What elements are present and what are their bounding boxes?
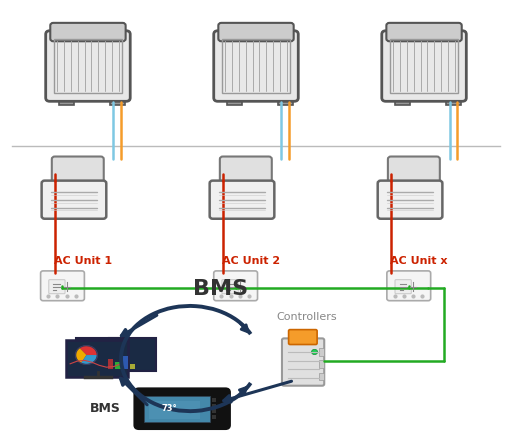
FancyBboxPatch shape [378,181,442,219]
FancyBboxPatch shape [446,97,461,105]
Bar [318,348,324,356]
Bar [122,356,127,370]
FancyBboxPatch shape [214,31,298,101]
Text: AC Unit 1: AC Unit 1 [54,255,112,265]
Text: BMS: BMS [90,402,121,415]
FancyBboxPatch shape [66,340,127,377]
FancyBboxPatch shape [278,97,293,105]
FancyBboxPatch shape [41,181,106,219]
FancyBboxPatch shape [289,329,317,344]
Bar [211,415,216,419]
FancyBboxPatch shape [220,157,272,192]
FancyBboxPatch shape [50,23,125,41]
FancyBboxPatch shape [49,280,65,294]
FancyBboxPatch shape [395,280,411,294]
FancyBboxPatch shape [388,157,440,192]
FancyBboxPatch shape [135,389,229,429]
Bar [211,398,216,402]
FancyBboxPatch shape [222,280,238,294]
Bar [109,359,114,370]
Bar [211,404,216,407]
FancyBboxPatch shape [52,157,104,192]
Bar [130,364,135,370]
Text: 73°: 73° [162,404,177,413]
FancyBboxPatch shape [382,31,466,101]
FancyBboxPatch shape [218,23,294,41]
Text: Controllers: Controllers [276,312,337,322]
Circle shape [75,345,98,365]
FancyBboxPatch shape [148,401,201,419]
FancyBboxPatch shape [214,271,258,301]
FancyBboxPatch shape [76,337,120,369]
FancyBboxPatch shape [110,337,156,371]
FancyBboxPatch shape [209,181,274,219]
FancyBboxPatch shape [387,271,431,301]
FancyBboxPatch shape [282,338,324,386]
Wedge shape [80,346,97,355]
Bar [115,362,120,370]
Bar [318,373,324,381]
FancyBboxPatch shape [46,31,130,101]
Wedge shape [76,348,87,363]
FancyBboxPatch shape [40,271,84,301]
FancyBboxPatch shape [387,23,462,41]
Wedge shape [81,355,97,364]
Bar [318,360,324,368]
Text: AC Unit 2: AC Unit 2 [222,255,280,265]
Bar [211,409,216,413]
FancyBboxPatch shape [110,97,124,105]
FancyBboxPatch shape [144,396,210,422]
Circle shape [311,349,317,355]
Text: BMS: BMS [193,280,248,299]
FancyBboxPatch shape [227,97,242,105]
FancyBboxPatch shape [395,97,410,105]
FancyBboxPatch shape [59,97,74,105]
Text: AC Unit x: AC Unit x [390,255,447,265]
